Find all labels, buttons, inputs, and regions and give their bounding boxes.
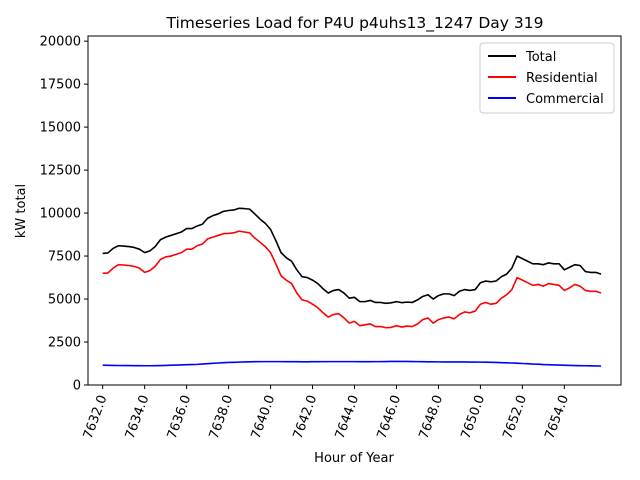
chart-title: Timeseries Load for P4U p4uhs13_1247 Day… <box>166 14 544 33</box>
series-line-residential <box>102 230 602 329</box>
y-axis-ticks: 0 2500 5000 7500 10000 12500 15000 17500 20000 <box>40 35 88 394</box>
y-tick-label: 20000 <box>40 35 81 50</box>
y-tick-label: 7500 <box>48 250 81 265</box>
legend-label-commercial: Commercial <box>526 92 604 107</box>
y-tick-label: 10000 <box>40 207 81 222</box>
x-axis-label: Hour of Year <box>314 451 394 466</box>
y-tick-label: 2500 <box>48 336 81 351</box>
series-layer <box>102 207 602 367</box>
y-tick-label: 15000 <box>40 121 81 136</box>
y-axis-label: kW total <box>14 184 29 238</box>
legend-label-residential: Residential <box>526 71 598 86</box>
y-tick-label: 0 <box>73 379 81 394</box>
legend: Total Residential Commercial <box>479 42 615 114</box>
series-line-commercial <box>102 360 602 367</box>
series-line-total <box>102 207 602 305</box>
legend-label-total: Total <box>525 50 556 65</box>
y-tick-label: 17500 <box>40 78 81 93</box>
legend-box <box>479 42 615 114</box>
y-tick-label: 5000 <box>48 293 81 308</box>
y-tick-label: 12500 <box>40 164 81 179</box>
